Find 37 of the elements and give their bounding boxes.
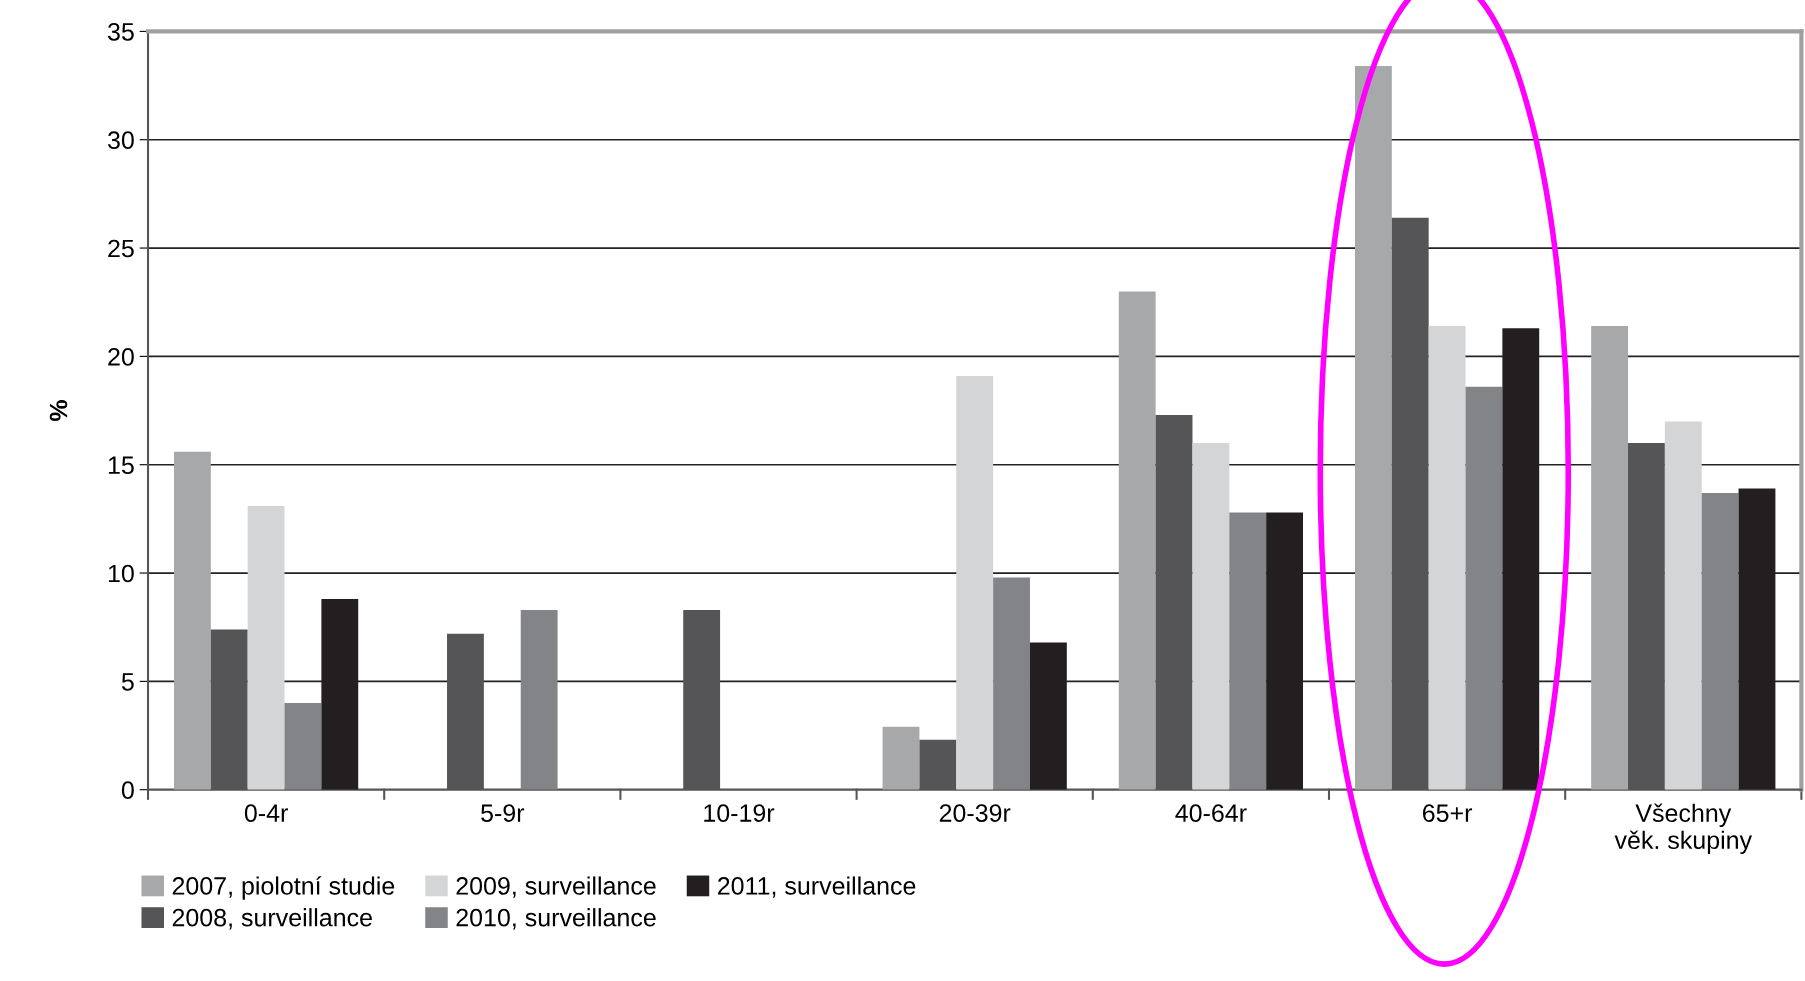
bar — [520, 609, 558, 790]
y-tick-label: 35 — [107, 22, 134, 41]
x-tick-label: 40-64r — [1175, 804, 1247, 822]
legend-label: 2007, piolotní studie — [172, 876, 395, 900]
y-tick-label: 30 — [107, 131, 134, 150]
bar — [1229, 512, 1267, 790]
bar — [1465, 386, 1503, 790]
bar — [1428, 326, 1466, 790]
bar — [1591, 326, 1629, 790]
x-tick-label: 65+r — [1423, 804, 1473, 822]
legend-label: 2010, surveillance — [456, 908, 656, 930]
bar — [956, 375, 994, 790]
x-tick-label: 0-4r — [244, 804, 288, 822]
bar — [284, 703, 322, 790]
y-tick-label: 10 — [108, 564, 134, 583]
y-tick-label: 15 — [108, 456, 134, 475]
legend-label: 2009, surveillance — [456, 876, 656, 898]
bar — [882, 726, 920, 790]
legend-label: 2011, surveillance — [718, 876, 916, 898]
bar — [1701, 492, 1739, 790]
x-tick-label: 10-19r — [704, 804, 775, 822]
bar — [1118, 291, 1156, 790]
y-tick-label: 20 — [108, 347, 134, 366]
x-tick-label: 5-9r — [481, 804, 525, 822]
bar — [1664, 421, 1702, 790]
y-tick-label: 25 — [108, 239, 134, 258]
legend-label: 2008, surveillance — [172, 908, 372, 930]
y-axis-title: % — [49, 400, 68, 422]
x-tick-label: 20-39r — [939, 804, 1011, 822]
bar — [173, 451, 211, 790]
y-tick-label: 0 — [121, 781, 134, 800]
bar — [1354, 66, 1392, 790]
bar — [1192, 443, 1230, 790]
bar — [247, 505, 285, 790]
y-tick-label: 5 — [121, 673, 134, 691]
bar — [993, 577, 1030, 790]
x-tick-label: Všechny věk. skupiny — [1614, 803, 1753, 855]
